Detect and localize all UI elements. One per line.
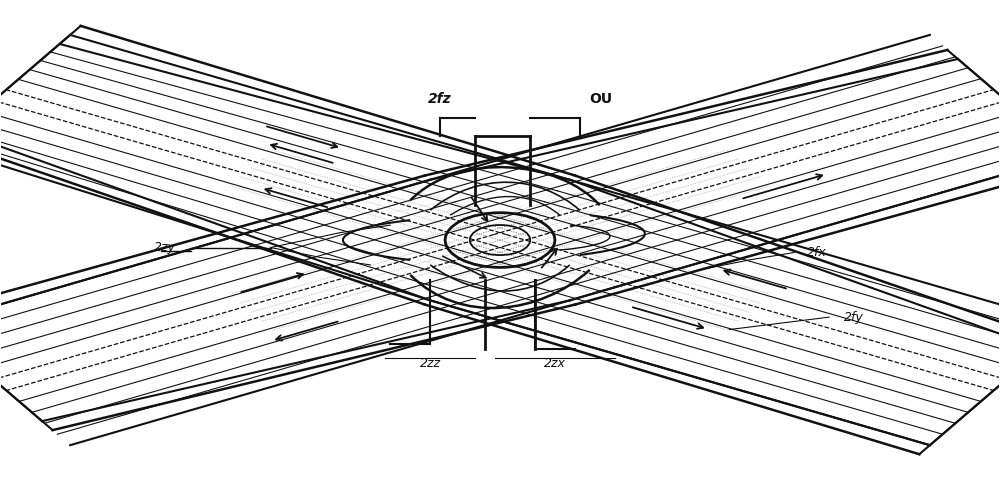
Text: 2zy: 2zy xyxy=(154,241,176,254)
Text: 2zx: 2zx xyxy=(544,357,566,370)
Text: 2fy: 2fy xyxy=(844,310,864,324)
Text: 2zz: 2zz xyxy=(420,357,441,370)
Text: 2fx: 2fx xyxy=(807,246,827,259)
Text: 2fz: 2fz xyxy=(428,92,452,106)
Text: OU: OU xyxy=(590,92,613,106)
